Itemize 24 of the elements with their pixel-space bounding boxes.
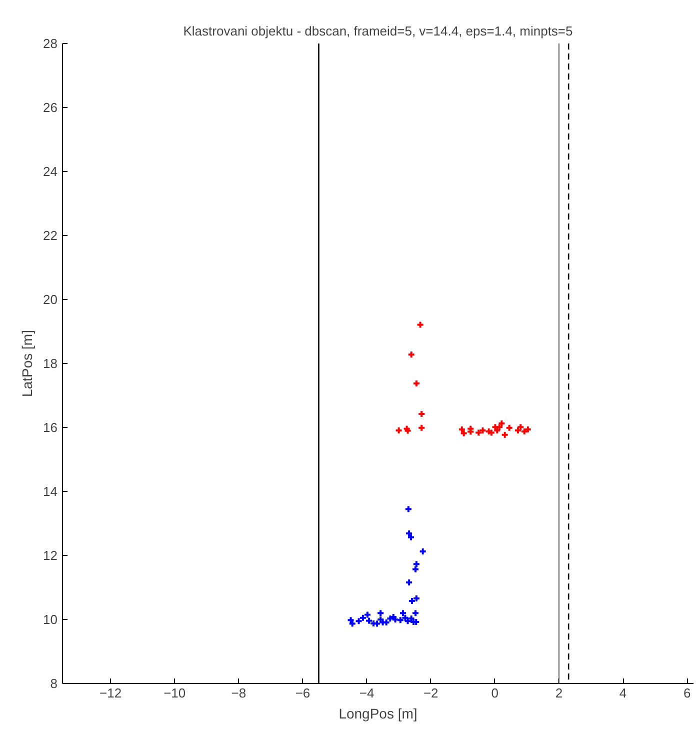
x-tick-label: 6 [683, 686, 691, 700]
x-tick-label: 4 [619, 686, 627, 700]
y-tick-label: 22 [43, 228, 58, 243]
y-tick-label: 14 [43, 484, 58, 499]
x-tick-label: −10 [164, 686, 186, 700]
x-tick-label: 2 [555, 686, 563, 700]
y-tick-label: 12 [43, 548, 58, 563]
x-tick-label: −8 [231, 686, 246, 700]
chart-title: Klastrovani objektu - dbscan, frameid=5, v=14.4, eps=1.4, minpts=5 [183, 24, 573, 38]
y-axis-title: LatPos [m] [19, 330, 36, 397]
x-tick-label: −4 [359, 686, 374, 700]
y-tick-label: 10 [43, 612, 58, 627]
y-tick-label: 20 [43, 292, 58, 307]
x-tick-label: −6 [295, 686, 310, 700]
x-tick-label: −2 [423, 686, 438, 700]
y-tick-label: 26 [43, 100, 58, 115]
y-tick-label: 16 [43, 420, 58, 435]
y-tick-label: 24 [43, 164, 58, 179]
x-tick-label: 0 [491, 686, 499, 700]
y-tick-label: 28 [43, 36, 58, 51]
y-tick-label: 8 [50, 676, 58, 691]
y-tick-label: 18 [43, 356, 58, 371]
x-axis-title: LongPos [m] [338, 706, 418, 722]
x-tick-label: −12 [100, 686, 122, 700]
